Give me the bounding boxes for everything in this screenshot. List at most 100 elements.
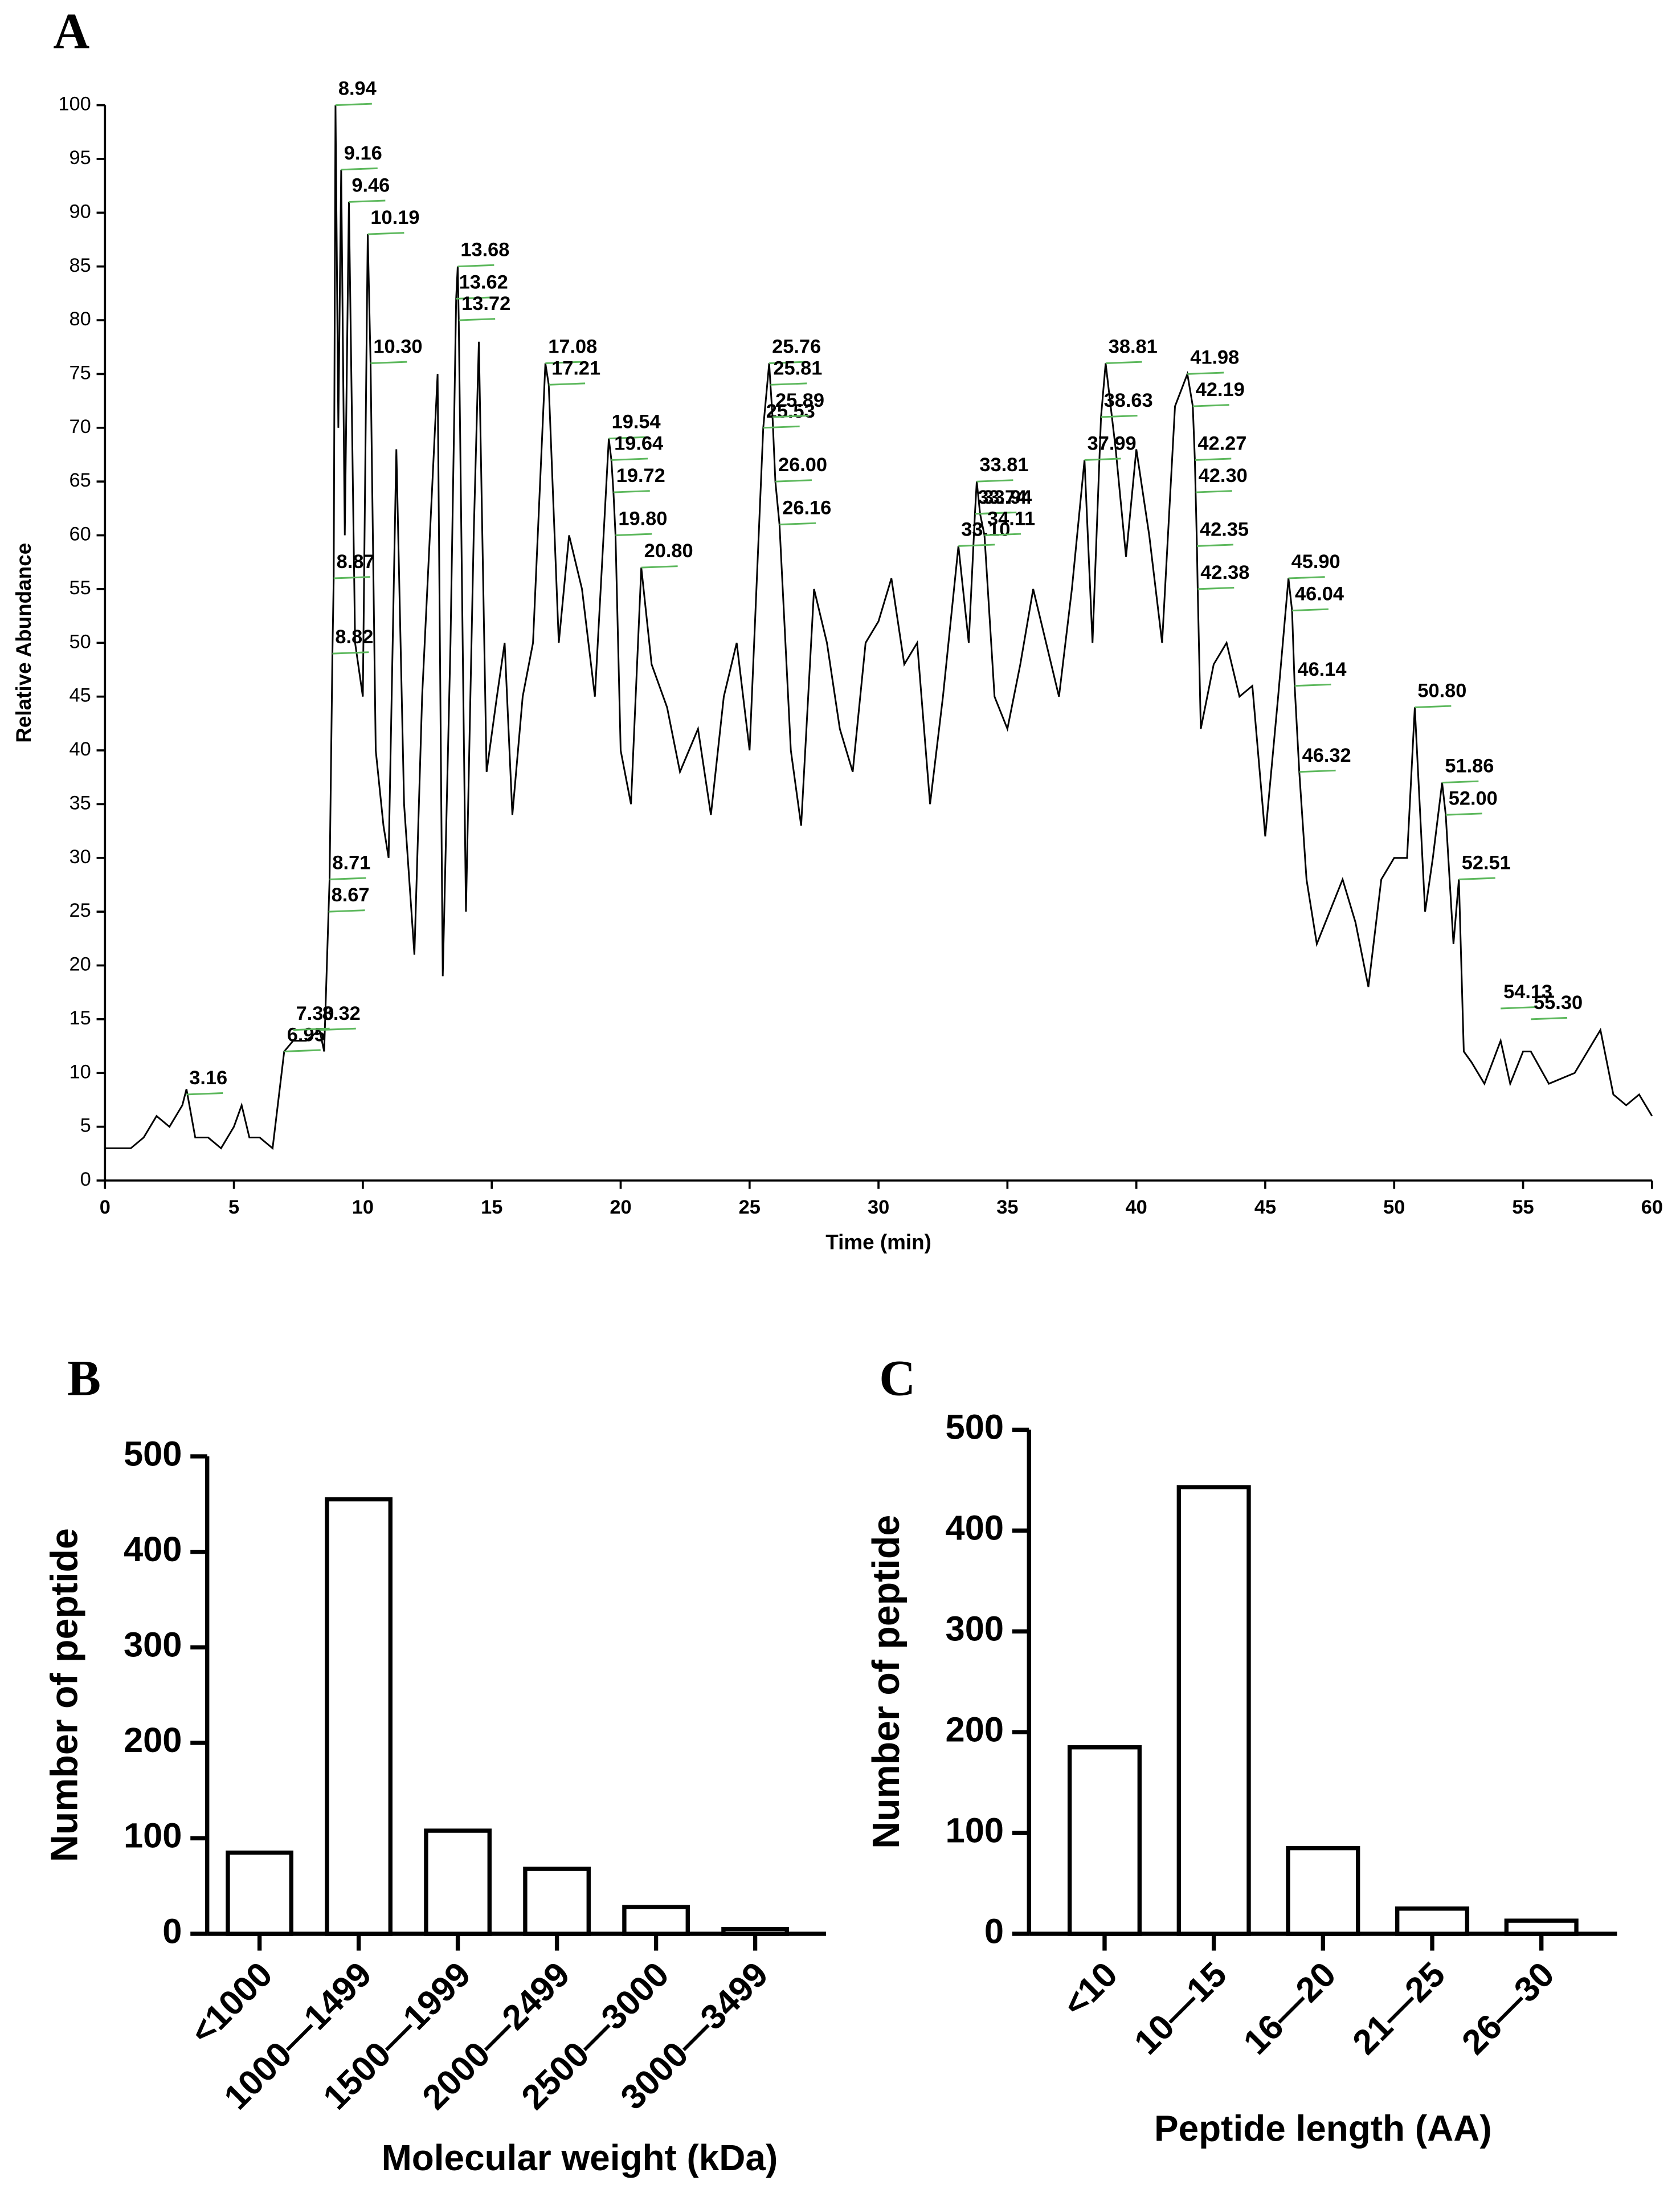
x-tick-label: 10 [352,1196,374,1218]
y-tick-label: 500 [124,1434,182,1473]
x-tick-label: 0 [100,1196,111,1218]
y-tick-label: 500 [946,1408,1004,1447]
x-tick-label: 45 [1254,1196,1276,1218]
peak-marker [1195,490,1232,493]
y-tick-label: 100 [58,93,91,115]
peak-marker [367,232,404,235]
peak-label: 38.63 [1104,390,1153,411]
peak-label: 25.89 [775,390,824,411]
peak-marker [457,264,494,268]
peak-marker [549,382,586,386]
peak-label: 46.14 [1297,659,1346,680]
peak-marker [1442,780,1479,784]
y-tick-label: 45 [69,685,91,707]
peak-marker [615,533,652,537]
peak-marker [976,479,1013,483]
peak-marker [1105,361,1142,365]
y-tick-label: 30 [69,846,91,868]
bar [622,1905,690,1936]
peak-label: 52.51 [1462,852,1511,874]
x-tick-label: 40 [1126,1196,1147,1218]
y-axis-label: Number of peptide [865,1515,908,1849]
peak-label: 19.72 [616,465,665,487]
peak-marker [319,1027,356,1031]
peak-label: 26.16 [782,497,831,519]
peak-label: 9.16 [344,142,382,164]
bar [721,1927,789,1936]
y-tick-label: 20 [69,954,91,975]
peak-marker [545,361,582,365]
x-tick-label: 60 [1641,1196,1663,1218]
peak-label: 38.81 [1109,336,1158,358]
y-tick-label: 400 [124,1530,182,1569]
bar [325,1497,393,1936]
peak-marker [1501,1006,1538,1010]
y-tick-label: 75 [69,362,91,384]
y-tick-label: 300 [124,1626,182,1665]
peak-label: 13.72 [461,293,510,315]
peak-marker [335,103,372,107]
y-tick-label: 85 [69,255,91,276]
x-tick-label: 35 [996,1196,1018,1218]
x-tick-label: 30 [868,1196,889,1218]
peak-label: 8.82 [335,626,373,648]
y-tick-label: 60 [69,524,91,545]
peak-marker [775,479,812,483]
bar [424,1828,492,1936]
peak-label: 33.74 [978,487,1027,508]
panel-letter: C [879,1351,915,1407]
peak-marker [763,425,800,429]
x-tick-label: 25 [739,1196,761,1218]
peak-label: 42.35 [1200,518,1249,540]
peak-label: 54.13 [1503,981,1552,1003]
peak-marker [772,414,810,418]
x-tick-label: 15 [481,1196,502,1218]
peak-marker [1294,683,1331,687]
y-tick-label: 90 [69,201,91,222]
x-tick-label: 50 [1383,1196,1405,1218]
peak-label: 9.46 [351,175,390,197]
y-tick-label: 200 [124,1721,182,1760]
y-tick-label: 5 [80,1115,91,1137]
peak-marker [1192,404,1229,407]
peak-label: 8.67 [332,884,370,906]
x-tick-label: <10 [1056,1955,1125,2024]
peak-marker [293,1027,330,1031]
x-tick-label: <1000 [183,1955,280,2052]
peak-marker [611,458,648,461]
peak-marker [459,318,496,321]
peak-marker [332,651,369,655]
bar [523,1867,591,1936]
peak-label: 3.16 [189,1067,227,1089]
peak-marker [641,565,678,569]
y-tick-label: 15 [69,1007,91,1029]
peak-label: 17.21 [551,357,600,379]
x-tick-label: 21—25 [1345,1955,1453,2063]
peak-label: 26.00 [778,454,827,476]
peak-marker [1187,371,1224,375]
peak-marker [984,533,1021,537]
peak-label: 46.32 [1302,745,1351,766]
x-tick-label: 20 [610,1196,631,1218]
peak-label: 37.99 [1088,432,1137,454]
x-tick-label: 5 [228,1196,239,1218]
peak-marker [456,296,493,300]
peak-marker [1197,586,1235,590]
peak-marker [186,1092,223,1096]
peak-label: 33.10 [961,518,1010,540]
bar [226,1850,293,1936]
x-tick-label: 55 [1512,1196,1534,1218]
x-axis-label: Time (min) [825,1230,931,1253]
peak-label: 52.00 [1449,787,1498,809]
peak-marker [779,522,816,526]
peak-label: 42.30 [1199,465,1248,487]
peak-label: 6.95 [287,1024,325,1046]
panel-letter: A [53,3,89,59]
peak-label: 20.80 [644,540,693,562]
peak-label: 19.80 [618,508,667,530]
peak-marker [329,877,366,880]
trace [105,105,1653,1150]
peak-marker [1288,576,1325,579]
